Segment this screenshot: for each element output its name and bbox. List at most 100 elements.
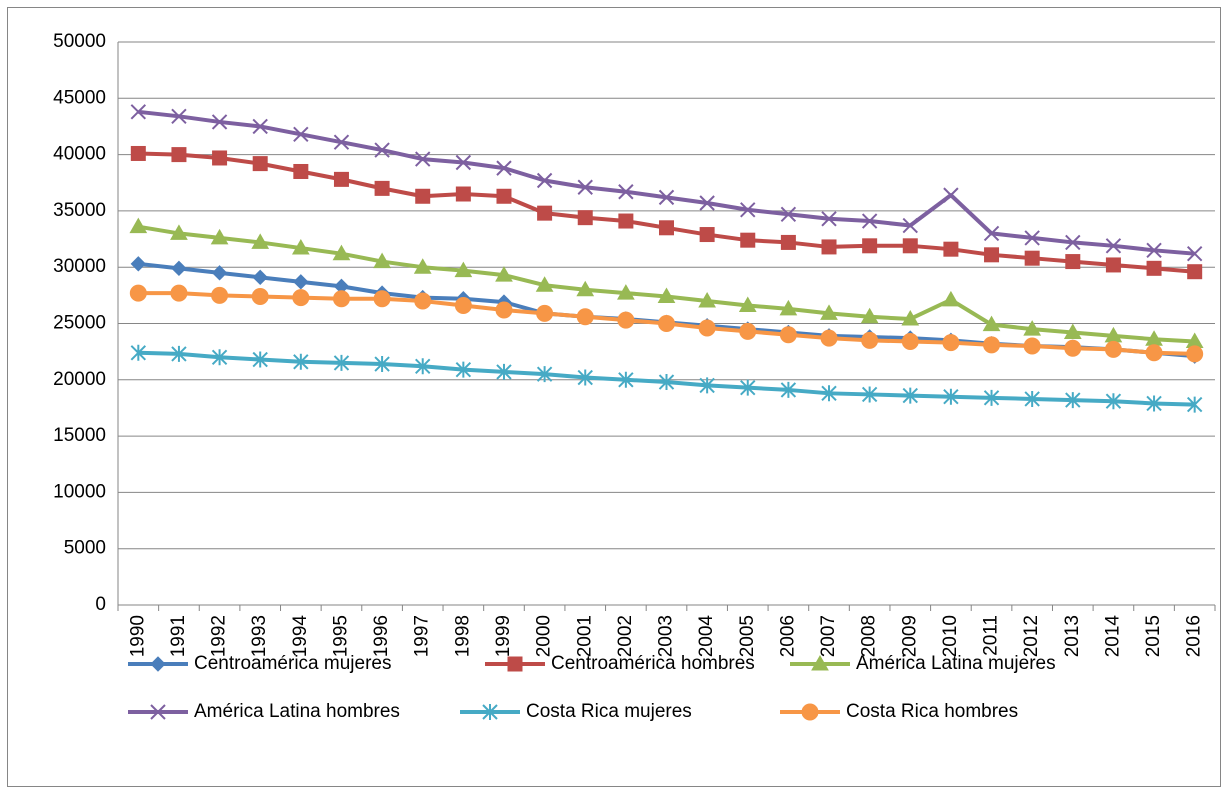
marker: [780, 234, 796, 250]
marker: [293, 274, 309, 290]
marker: [801, 703, 819, 721]
marker: [212, 150, 228, 166]
marker: [374, 180, 390, 196]
x-tick-label: 1990: [127, 615, 148, 657]
x-tick-label: 2012: [1021, 615, 1042, 657]
marker: [860, 307, 879, 324]
marker: [536, 172, 553, 189]
marker: [1186, 345, 1204, 363]
marker: [292, 289, 310, 307]
marker: [150, 656, 166, 672]
marker: [130, 104, 147, 120]
marker: [415, 358, 431, 375]
x-tick-label: 2008: [859, 615, 880, 657]
marker: [535, 276, 554, 292]
marker: [658, 315, 675, 332]
marker: [293, 163, 309, 179]
marker: [1186, 245, 1203, 262]
marker: [821, 385, 837, 402]
marker: [1023, 337, 1041, 355]
marker: [1063, 323, 1082, 340]
marker: [1065, 392, 1081, 409]
marker: [495, 301, 513, 319]
legend-label: América Latina hombres: [194, 701, 400, 722]
marker: [942, 290, 960, 307]
marker: [252, 156, 268, 172]
marker: [373, 252, 391, 269]
marker: [210, 228, 229, 245]
marker: [861, 213, 878, 229]
y-tick-label: 25000: [53, 313, 106, 334]
y-tick-label: 15000: [53, 425, 106, 446]
x-tick-label: 2004: [696, 615, 717, 658]
x-tick-label: 1999: [493, 615, 514, 657]
marker: [1145, 344, 1163, 362]
marker: [699, 195, 715, 211]
marker: [740, 379, 756, 396]
marker: [740, 232, 756, 248]
marker: [983, 336, 1001, 354]
marker: [902, 217, 918, 234]
marker: [211, 349, 228, 366]
marker: [821, 211, 837, 227]
marker: [1065, 234, 1081, 251]
marker: [414, 292, 432, 310]
x-tick-label: 2007: [818, 615, 839, 657]
marker: [291, 239, 310, 255]
marker: [129, 217, 148, 234]
x-tick-label: 2002: [615, 615, 636, 657]
marker: [1105, 393, 1122, 410]
marker: [415, 188, 431, 204]
x-tick-label: 2003: [656, 615, 677, 657]
marker: [984, 247, 1000, 263]
y-tick-label: 0: [95, 594, 106, 615]
marker: [943, 388, 959, 405]
marker: [780, 381, 797, 398]
y-tick-label: 20000: [53, 369, 106, 390]
marker: [658, 374, 675, 391]
marker: [373, 290, 391, 308]
marker: [779, 299, 798, 316]
x-tick-label: 1998: [452, 615, 473, 657]
y-tick-label: 45000: [53, 87, 106, 108]
marker: [171, 345, 187, 362]
x-tick-label: 1992: [209, 615, 230, 657]
marker: [862, 238, 878, 254]
marker: [293, 126, 309, 143]
x-tick-label: 1994: [290, 615, 311, 658]
marker: [943, 241, 959, 257]
marker: [1064, 339, 1082, 357]
marker: [902, 387, 918, 404]
marker: [482, 704, 498, 720]
marker: [1146, 260, 1162, 276]
x-tick-label: 2009: [899, 615, 920, 657]
legend-label: Costa Rica hombres: [846, 701, 1018, 722]
x-tick-label: 2010: [940, 615, 961, 657]
marker: [780, 206, 797, 222]
marker: [211, 265, 228, 281]
marker: [1186, 396, 1203, 413]
x-tick-label: 2014: [1102, 615, 1123, 658]
marker: [170, 224, 188, 240]
y-tick-label: 35000: [53, 200, 106, 221]
marker: [1024, 230, 1040, 246]
marker: [983, 225, 1000, 242]
marker: [1104, 340, 1122, 358]
marker: [537, 205, 553, 221]
marker: [618, 184, 634, 200]
marker: [374, 356, 390, 373]
marker: [496, 188, 512, 204]
marker: [699, 377, 715, 394]
marker: [150, 704, 166, 720]
y-tick-label: 50000: [53, 31, 106, 52]
marker: [657, 287, 676, 303]
y-tick-label: 30000: [53, 256, 106, 277]
x-tick-label: 1993: [249, 615, 270, 657]
marker: [171, 260, 187, 277]
marker: [1146, 242, 1162, 259]
marker: [130, 344, 147, 361]
x-tick-label: 1997: [412, 615, 433, 657]
marker: [293, 353, 309, 370]
marker: [1024, 390, 1040, 407]
marker: [130, 256, 147, 272]
